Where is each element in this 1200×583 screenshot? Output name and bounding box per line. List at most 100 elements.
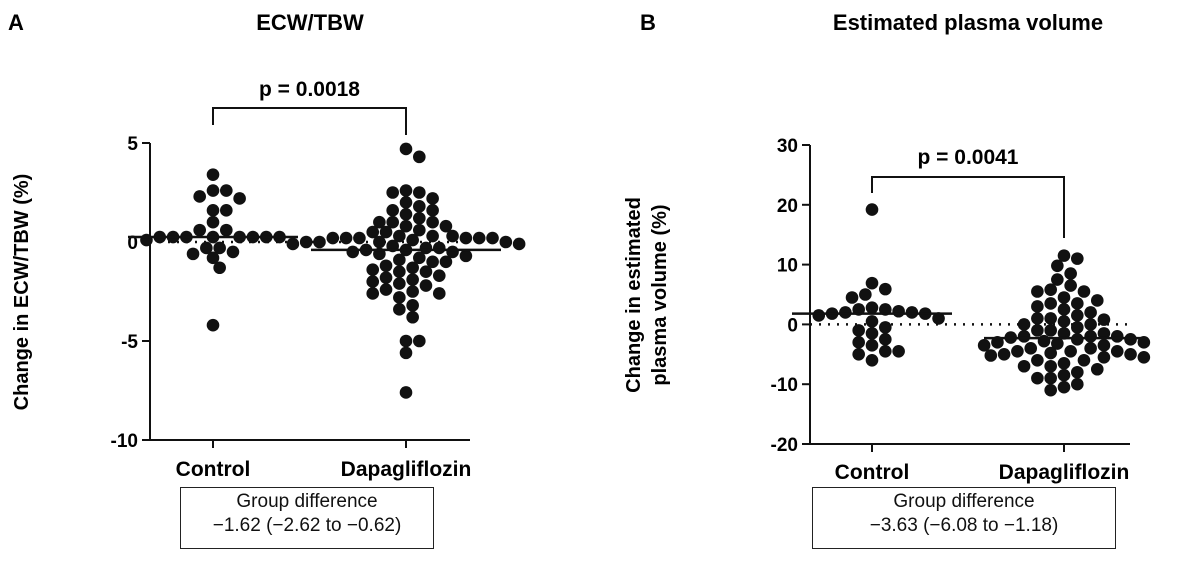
data-point [393, 229, 406, 243]
data-point [313, 235, 326, 249]
data-point [1097, 327, 1111, 340]
data-point [1031, 371, 1044, 385]
data-point [879, 345, 892, 358]
data-point [406, 285, 419, 298]
data-point [1124, 348, 1137, 361]
data-point [393, 265, 406, 279]
data-point [393, 277, 406, 290]
data-point [472, 231, 486, 245]
data-point [339, 231, 353, 245]
data-point [879, 282, 892, 296]
data-point [865, 353, 879, 367]
group-difference-label: Group difference [236, 491, 378, 512]
data-point [1044, 312, 1057, 325]
data-point [1051, 337, 1064, 350]
data-point [206, 318, 220, 332]
data-point [1077, 285, 1091, 298]
data-point [386, 186, 399, 199]
data-point [1031, 324, 1044, 337]
data-point [373, 235, 386, 249]
p-value-label: p = 0.0018 [259, 78, 360, 101]
group-difference-label: Group difference [893, 491, 1035, 512]
data-point [399, 334, 413, 348]
data-point [299, 235, 313, 249]
data-point [426, 204, 439, 217]
data-point [426, 192, 439, 205]
data-point [892, 345, 905, 358]
data-point [1071, 321, 1084, 334]
data-point [220, 184, 233, 197]
data-point [413, 200, 426, 213]
data-point [426, 229, 439, 243]
data-point [413, 186, 426, 199]
data-point [446, 229, 459, 243]
data-point [353, 231, 366, 245]
data-point [326, 231, 340, 245]
chart-title: Estimated plasma volume [833, 10, 1103, 35]
p-value-label: p = 0.0041 [918, 146, 1019, 169]
data-point [213, 261, 226, 275]
data-point [859, 288, 872, 301]
data-point [1090, 294, 1104, 307]
data-point [865, 203, 879, 216]
data-point [1057, 249, 1071, 262]
data-point [1057, 327, 1071, 340]
data-point [206, 168, 220, 181]
data-point [393, 303, 406, 316]
data-point [1137, 350, 1151, 364]
data-point [366, 225, 380, 239]
data-point [220, 204, 233, 217]
y-axis-label: Change in estimated [623, 197, 645, 393]
data-point [1057, 380, 1071, 394]
data-point [399, 386, 413, 399]
data-point [399, 207, 413, 221]
data-point [419, 265, 433, 279]
data-point [1097, 350, 1111, 364]
panel-label: B [640, 10, 656, 35]
data-point [865, 327, 879, 340]
data-point [413, 150, 426, 164]
data-point [1031, 300, 1044, 313]
data-point [812, 309, 826, 322]
data-point [393, 291, 406, 304]
data-point [366, 287, 380, 300]
data-point [1084, 318, 1097, 331]
chart-title: ECW/TBW [256, 10, 364, 35]
data-point [1017, 359, 1031, 373]
data-point [1057, 356, 1071, 370]
data-point [852, 324, 865, 337]
data-point [439, 219, 453, 233]
data-point [406, 261, 419, 275]
data-point [1097, 313, 1111, 326]
data-point [1071, 252, 1084, 265]
data-point [977, 339, 991, 352]
significance-bracket [871, 176, 1065, 238]
data-point [413, 211, 426, 225]
data-point [406, 273, 419, 286]
group-difference-value: −1.62 (−2.62 to −0.62) [212, 515, 402, 536]
data-point [413, 334, 426, 348]
data-point [1110, 345, 1124, 358]
data-point [1031, 353, 1044, 367]
y-tick-label: 30 [777, 136, 798, 157]
data-point [1044, 324, 1057, 337]
data-point [426, 215, 439, 229]
y-axis-label: plasma volume (%) [649, 204, 671, 385]
data-point [432, 269, 446, 282]
group-difference-box-a: Group difference −1.62 (−2.62 to −0.62) [180, 487, 434, 549]
data-point [399, 184, 413, 197]
data-point [206, 204, 220, 217]
data-point [373, 215, 386, 229]
data-point [1090, 362, 1104, 376]
data-point [1044, 359, 1057, 373]
y-tick-label: -10 [771, 375, 798, 396]
data-point [186, 247, 200, 261]
data-point [1051, 273, 1064, 286]
y-axis-label: Change in ECW/TBW (%) [11, 174, 33, 411]
data-point [1057, 368, 1071, 382]
data-point [852, 348, 865, 361]
data-point [386, 204, 399, 217]
data-point [852, 336, 865, 349]
